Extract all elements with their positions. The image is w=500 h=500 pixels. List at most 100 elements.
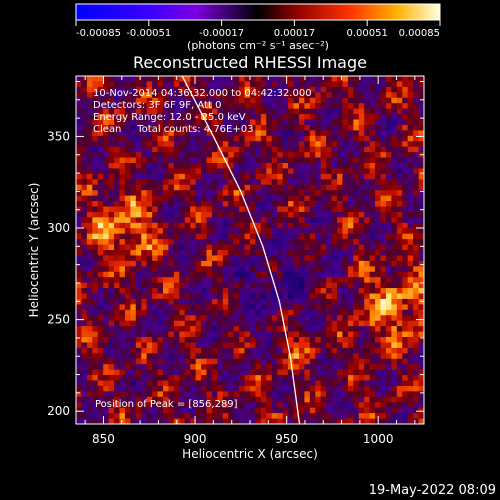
heatmap-cell (228, 135, 235, 142)
heatmap-cell (135, 260, 142, 267)
heatmap-cell (228, 217, 235, 224)
heatmap-cell (135, 375, 142, 381)
heatmap-cell (309, 375, 316, 381)
heatmap-cell (81, 320, 88, 327)
heatmap-cell (76, 282, 82, 289)
heatmap-cell (184, 320, 191, 327)
heatmap-cell (211, 250, 218, 256)
heatmap-cell (375, 201, 381, 207)
heatmap-cell (168, 108, 175, 115)
heatmap-cell (108, 347, 115, 354)
heatmap-cell (304, 152, 311, 158)
heatmap-cell (282, 337, 289, 343)
heatmap-cell (157, 250, 164, 256)
heatmap-cell (114, 277, 120, 284)
heatmap-cell (76, 141, 82, 148)
heatmap-cell (211, 326, 218, 332)
heatmap-cell (173, 353, 180, 360)
heatmap-cell (418, 86, 424, 93)
heatmap-cell (108, 337, 115, 343)
heatmap-cell (97, 320, 104, 327)
heatmap-cell (124, 342, 131, 349)
heatmap-cell (380, 173, 387, 180)
heatmap-cell (266, 135, 273, 142)
heatmap-cell (81, 124, 88, 131)
heatmap-cell (179, 337, 186, 343)
heatmap-cell (326, 184, 332, 191)
heatmap-cell (168, 206, 175, 213)
heatmap-cell (135, 309, 142, 316)
heatmap-cell (250, 304, 256, 311)
heatmap-cell (97, 282, 104, 289)
heatmap-cell (206, 97, 213, 104)
heatmap-cell (97, 157, 104, 164)
heatmap-cell (228, 369, 235, 376)
heatmap-cell (369, 206, 376, 213)
heatmap-cell (135, 124, 142, 131)
heatmap-cell (76, 385, 82, 392)
heatmap-cell (309, 233, 316, 240)
heatmap-cell (402, 244, 409, 251)
heatmap-cell (304, 190, 311, 197)
heatmap-cell (228, 364, 235, 371)
heatmap-cell (277, 375, 284, 381)
heatmap-cell (385, 271, 392, 278)
heatmap-cell (114, 228, 120, 235)
heatmap-cell (130, 407, 137, 414)
heatmap-cell (337, 358, 343, 365)
heatmap-cell (418, 396, 424, 403)
heatmap-cell (211, 206, 218, 213)
heatmap-cell (358, 260, 365, 267)
heatmap-cell (304, 92, 311, 99)
heatmap-cell (152, 228, 158, 235)
heatmap-cell (298, 222, 305, 229)
heatmap-cell (228, 76, 235, 82)
heatmap-cell (217, 239, 224, 245)
heatmap-cell (244, 76, 251, 82)
heatmap-cell (326, 76, 332, 82)
heatmap-cell (179, 163, 186, 169)
heatmap-cell (76, 233, 82, 240)
heatmap-cell (141, 146, 148, 153)
heatmap-cell (326, 201, 332, 207)
heatmap-cell (288, 385, 294, 392)
heatmap-cell (271, 304, 278, 311)
heatmap-cell (418, 375, 424, 381)
heatmap-cell (190, 141, 197, 148)
heatmap-cell (337, 228, 343, 235)
heatmap-cell (337, 76, 343, 82)
heatmap-cell (255, 298, 262, 305)
heatmap-cell (228, 260, 235, 267)
heatmap-cell (168, 266, 175, 273)
heatmap-cell (233, 146, 240, 153)
heatmap-cell (358, 402, 365, 409)
heatmap-cell (380, 364, 387, 371)
heatmap-cell (353, 375, 360, 381)
heatmap-cell (190, 217, 197, 224)
heatmap-cell (239, 364, 245, 371)
heatmap-cell (331, 309, 338, 316)
heatmap-cell (173, 320, 180, 327)
heatmap-cell (228, 201, 235, 207)
heatmap-cell (315, 413, 322, 419)
heatmap-cell (222, 195, 229, 202)
heatmap-cell (315, 315, 322, 322)
heatmap-cell (413, 206, 419, 213)
heatmap-cell (342, 97, 349, 104)
heatmap-cell (396, 380, 403, 387)
heatmap-cell (418, 277, 424, 284)
heatmap-cell (391, 222, 398, 229)
heatmap-cell (255, 184, 262, 191)
heatmap-cell (282, 195, 289, 202)
heatmap-cell (342, 233, 349, 240)
heatmap-cell (326, 413, 332, 419)
heatmap-cell (217, 266, 224, 273)
heatmap-cell (146, 304, 153, 311)
heatmap-cell (190, 331, 197, 338)
heatmap-cell (320, 407, 327, 414)
heatmap-cell (326, 135, 332, 142)
heatmap-cell (103, 86, 110, 93)
heatmap-cell (266, 195, 273, 202)
heatmap-cell (402, 130, 409, 137)
heatmap-cell (375, 326, 381, 332)
